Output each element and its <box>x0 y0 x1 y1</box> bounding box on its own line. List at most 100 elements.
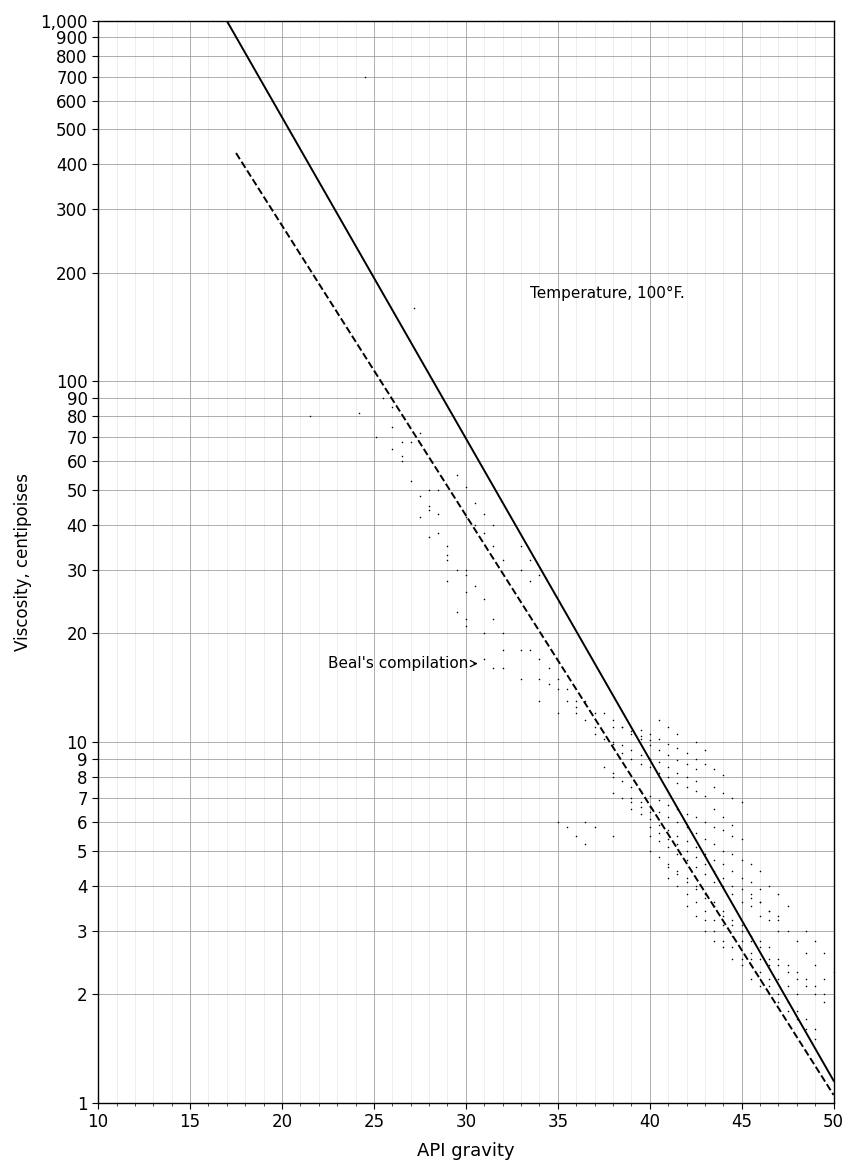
Point <box>716 902 730 920</box>
Point <box>422 497 436 515</box>
Point <box>698 884 712 903</box>
Point <box>771 985 785 1004</box>
Point <box>652 710 666 729</box>
Point <box>486 659 500 677</box>
Point <box>413 424 426 443</box>
Point <box>680 869 693 888</box>
Point <box>662 717 675 736</box>
Point <box>680 755 693 774</box>
Point <box>734 922 748 940</box>
Point <box>707 851 721 870</box>
Point <box>303 407 317 426</box>
Point <box>763 950 776 969</box>
Point <box>597 758 611 777</box>
Point <box>459 566 473 585</box>
Point <box>432 480 445 499</box>
Point <box>689 782 703 801</box>
Point <box>734 851 748 870</box>
Point <box>698 922 712 940</box>
Point <box>643 826 656 845</box>
Point <box>716 765 730 784</box>
Point <box>698 889 712 908</box>
Point <box>486 537 500 555</box>
Point <box>570 704 583 723</box>
Point <box>652 741 666 760</box>
Point <box>643 818 656 837</box>
Point <box>753 977 767 996</box>
Point <box>459 609 473 628</box>
Point <box>625 749 638 768</box>
Point <box>771 950 785 969</box>
Point <box>689 876 703 895</box>
Point <box>477 625 491 643</box>
Point <box>652 764 666 783</box>
Point <box>680 805 693 824</box>
Point <box>588 726 601 744</box>
Point <box>818 993 831 1012</box>
Point <box>377 389 390 407</box>
Point <box>808 1019 822 1038</box>
Point <box>570 691 583 710</box>
Point <box>670 726 684 744</box>
Point <box>753 892 767 911</box>
Point <box>523 572 537 591</box>
Point <box>652 823 666 842</box>
Point <box>771 970 785 989</box>
Point <box>799 922 813 940</box>
Point <box>459 478 473 497</box>
Point <box>662 745 675 764</box>
Point <box>468 515 482 534</box>
Point <box>670 835 684 853</box>
Point <box>615 789 629 808</box>
Point <box>808 932 822 951</box>
Point <box>680 744 693 763</box>
Point <box>771 906 785 925</box>
Point <box>771 993 785 1012</box>
Point <box>634 721 648 740</box>
Point <box>662 858 675 877</box>
Point <box>680 897 693 916</box>
Point <box>662 758 675 777</box>
Point <box>652 848 666 866</box>
Point <box>707 872 721 891</box>
Point <box>541 674 555 693</box>
Point <box>422 528 436 547</box>
Point <box>395 447 408 466</box>
Point <box>698 855 712 873</box>
Point <box>744 872 758 891</box>
Point <box>560 818 574 837</box>
Point <box>790 1010 804 1028</box>
Point <box>578 710 592 729</box>
Point <box>634 729 648 748</box>
Point <box>716 821 730 839</box>
Point <box>606 826 619 845</box>
Point <box>643 731 656 750</box>
Point <box>799 970 813 989</box>
Point <box>726 862 740 880</box>
Point <box>753 906 767 925</box>
Point <box>606 733 619 751</box>
Point <box>662 734 675 753</box>
Point <box>763 902 776 920</box>
Point <box>404 472 418 491</box>
Point <box>726 844 740 863</box>
Point <box>551 669 565 688</box>
Point <box>763 938 776 957</box>
Point <box>606 768 619 787</box>
Point <box>790 963 804 981</box>
Point <box>662 768 675 787</box>
Point <box>459 583 473 602</box>
Point <box>670 751 684 770</box>
Point <box>680 818 693 837</box>
Point <box>578 835 592 853</box>
Point <box>734 829 748 848</box>
Point <box>560 691 574 710</box>
Point <box>634 745 648 764</box>
Point <box>763 956 776 974</box>
Point <box>643 810 656 829</box>
Point <box>734 880 748 899</box>
Point <box>432 524 445 542</box>
Point <box>441 551 455 569</box>
Point <box>707 922 721 940</box>
Point <box>670 876 684 895</box>
